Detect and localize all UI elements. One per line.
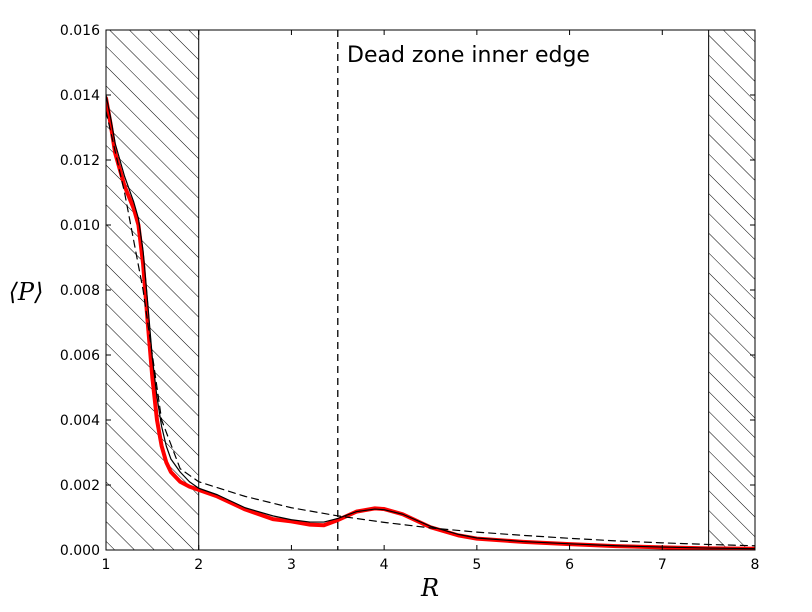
plot-frame [105, 29, 756, 551]
series-line-1 [106, 96, 755, 550]
x-tick-label: 8 [751, 557, 760, 573]
y-tick-label: 0.006 [60, 348, 100, 364]
hatched-region-2 [708, 29, 756, 551]
y-axis-label: ⟨P⟩ [9, 278, 44, 306]
x-tick-label: 2 [194, 557, 203, 573]
y-tick-label: 0.000 [60, 543, 100, 559]
series-line-3 [106, 110, 755, 547]
y-tick-label: 0.008 [60, 283, 100, 299]
x-tick-label: 3 [287, 557, 296, 573]
series-line-2 [106, 94, 755, 550]
x-tick-label: 5 [472, 557, 481, 573]
x-tick-label: 1 [102, 557, 111, 573]
y-tick-label: 0.012 [60, 153, 100, 169]
y-tick-label: 0.014 [60, 88, 100, 104]
dead-zone-annotation: Dead zone inner edge [347, 43, 590, 68]
y-ticks: 0.000 0.002 0.004 0.006 0.008 0.010 0.012 0.014… [60, 23, 755, 559]
y-tick-label: 0.010 [60, 218, 100, 234]
hatched-regions [105, 29, 756, 551]
y-tick-label: 0.016 [60, 23, 100, 39]
x-tick-label: 4 [380, 557, 389, 573]
x-tick-label: 7 [658, 557, 667, 573]
x-axis-label: R [420, 574, 439, 602]
y-tick-label: 0.004 [60, 413, 100, 429]
x-ticks: 1 2 3 4 5 6 7 8 [102, 30, 760, 573]
x-tick-label: 6 [565, 557, 574, 573]
hatched-region-1 [105, 29, 200, 551]
y-tick-label: 0.002 [60, 478, 100, 494]
series-layer [106, 94, 755, 550]
